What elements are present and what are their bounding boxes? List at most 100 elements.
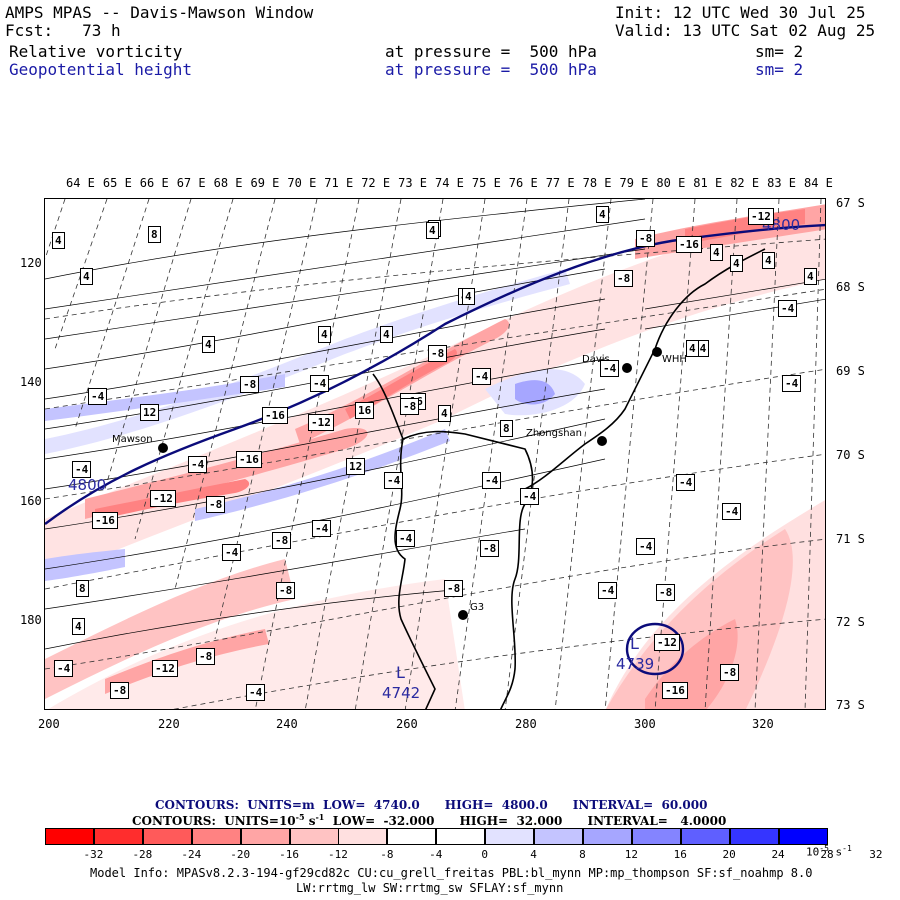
colorbar-swatch [436,828,486,845]
vorticity-label: -8 [480,540,500,557]
vorticity-label: 4 [762,252,775,269]
cb-unit-tail: s [828,845,843,859]
vorticity-label: -4 [520,488,540,505]
vorticity-label: -4 [396,530,416,547]
ci2-units: UNITS=10 [224,814,296,828]
colorbar-swatch [680,828,730,845]
colorbar-swatch [485,828,535,845]
vorticity-label: 4 [686,340,699,357]
vorticity-label: -4 [54,660,74,677]
longitude-label: 68 E [213,176,243,190]
station-dot [158,443,168,453]
colorbar-tick-label: 0 [481,848,488,861]
field1-smoothing: sm= 2 [755,42,804,61]
colorbar-tick-label: -16 [279,848,300,861]
longitude-label: 78 E [582,176,612,190]
height-label: 4739 [616,655,655,673]
vorticity-label: -8 [276,582,296,599]
colorbar-swatch [729,828,779,845]
vorticity-label: -4 [312,520,332,537]
vorticity-label: 8 [500,420,513,437]
colorbar-tick-label: -4 [429,848,443,861]
ci1-low: LOW= 4740.0 [323,798,420,812]
vorticity-label: -4 [222,544,242,561]
height-label: L [396,663,405,682]
colorbar-tick-label: -12 [328,848,348,861]
longitude-label: 77 E [545,176,575,190]
vorticity-contours [45,199,825,650]
latitude-label: 70 S [836,448,865,462]
colorbar-tick-label: -28 [132,848,153,861]
vorticity-label: -8 [614,270,634,287]
colorbar-tick-label: 20 [722,848,736,861]
vorticity-label: -8 [400,398,420,415]
x-tick-label: 300 [634,717,656,731]
geopotential-contours [45,223,825,676]
forecast-value: 73 h [82,21,121,40]
model-info-line1: Model Info: MPASv8.2.3-194-gf29cd82c CU:… [90,866,813,880]
vorticity-label: 4 [462,288,475,305]
longitude-label: 75 E [471,176,501,190]
field1-pressure: at pressure = 500 hPa [385,42,597,61]
vorticity-label: -8 [240,376,260,393]
vorticity-label: -12 [654,634,680,651]
vorticity-label: 4 [72,618,85,635]
height-label: 4800 [68,476,107,494]
longitude-label: 71 E [324,176,354,190]
longitude-label: 72 E [361,176,391,190]
colorbar-tick-label: -24 [181,848,202,861]
x-tick-label: 280 [515,717,537,731]
colorbar-swatch [45,828,94,845]
colorbar-swatch [387,828,437,845]
colorbar-tick-label: 28 [820,848,834,861]
vorticity-map [45,199,825,709]
x-tick-label: 260 [396,717,418,731]
latitude-label: 71 S [836,532,865,546]
ci2-interval: INTERVAL= 4.0000 [587,814,727,828]
colorbar-tick-label: -8 [380,848,394,861]
x-tick-label: 220 [158,717,180,731]
vorticity-label: 8 [76,580,89,597]
colorbar-tick-label: 24 [771,848,785,861]
vorticity-label: -4 [778,300,798,317]
station-name: Davis [582,354,610,365]
station-name: G3 [470,602,485,613]
vorticity-label: -4 [482,472,502,489]
ci2-units-tail: s [304,814,316,828]
station-dot [597,436,607,446]
vorticity-label: -4 [676,474,696,491]
colorbar-swatch [289,828,339,845]
vorticity-label: 12 [346,458,366,475]
field2-smoothing: sm= 2 [755,60,804,79]
vorticity-label: -4 [310,375,330,392]
vorticity-label: -12 [152,660,178,677]
vorticity-label: -8 [196,648,216,665]
field2-name: Geopotential height [9,60,193,79]
latitude-label: 68 S [836,280,865,294]
contour-info-vorticity: CONTOURS: UNITS=10-5 s-1 LOW= -32.000 HI… [132,812,726,828]
x-tick-label: 240 [276,717,298,731]
latitude-label: 69 S [836,364,865,378]
station-name: Mawson [112,434,153,445]
colorbar-tick-label: -20 [230,848,251,861]
longitude-label: 84 E [804,176,833,190]
colorbar-tick-label: 32 [869,848,883,861]
ci2-low: LOW= -32.000 [332,814,435,828]
vorticity-label: 4 [710,244,723,261]
colorbar-tick-label: 12 [624,848,638,861]
height-label: L [630,634,639,653]
y-tick-label: 140 [20,375,42,389]
longitude-label: 74 E [435,176,464,190]
vorticity-label: -4 [472,368,492,385]
longitude-label: 83 E [767,176,796,190]
ci1-units: UNITS=m [247,798,315,812]
colorbar-swatch [778,828,828,845]
longitude-label: 76 E [508,176,538,190]
vorticity-label: -8 [206,496,226,513]
ci2-label: CONTOURS: [132,814,216,828]
vorticity-label: 16 [355,402,375,419]
latitude-label: 73 S [836,698,865,712]
colorbar-swatch [142,828,192,845]
contour-info-height: CONTOURS: UNITS=m LOW= 4740.0 HIGH= 4800… [155,798,707,812]
vorticity-label: -16 [92,512,118,529]
